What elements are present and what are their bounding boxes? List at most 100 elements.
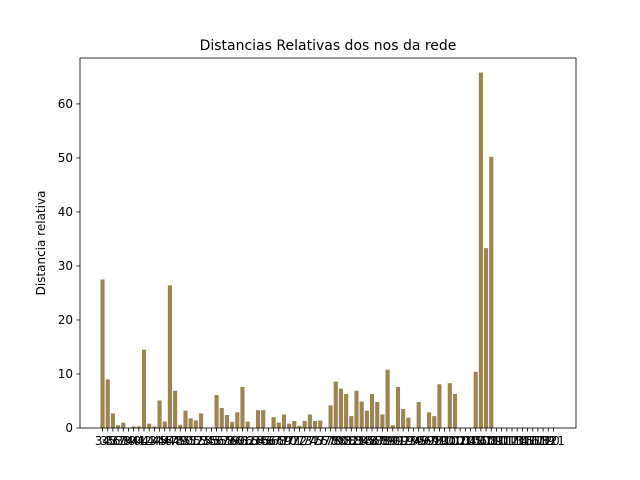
x-tick-label: 44 xyxy=(147,434,162,448)
x-tick-label: 46 xyxy=(157,434,172,448)
bar-47 xyxy=(167,285,172,428)
x-tick-label: 53 xyxy=(193,434,208,448)
x-tick-label: 94 xyxy=(406,434,421,448)
x-tick-label: 113 xyxy=(501,434,524,448)
bar-99 xyxy=(437,384,442,428)
x-tick-label: 99 xyxy=(432,434,447,448)
bar-67 xyxy=(271,417,276,428)
bar-91 xyxy=(395,386,401,428)
x-tick-label: 61 xyxy=(235,434,250,448)
plot-frame xyxy=(79,57,577,429)
bar-93 xyxy=(406,417,411,428)
x-tick-label: 92 xyxy=(396,434,411,448)
bar-85 xyxy=(364,410,369,428)
bar-101 xyxy=(447,383,452,428)
bar-41 xyxy=(136,426,141,428)
x-tick-label: 67 xyxy=(266,434,281,448)
y-tick-label: 30 xyxy=(58,259,73,273)
x-tick-label: 74 xyxy=(302,434,317,448)
bar-73 xyxy=(302,420,307,428)
x-tick-label: 116 xyxy=(516,434,539,448)
x-tick-label: 52 xyxy=(188,434,203,448)
x-tick-label: 45 xyxy=(152,434,167,448)
x-tick-label: 84 xyxy=(354,434,369,448)
x-tick-label: 38 xyxy=(116,434,131,448)
x-tick-label: 90 xyxy=(385,434,400,448)
x-tick-label: 62 xyxy=(240,434,255,448)
bar-83 xyxy=(354,390,359,428)
bar-98 xyxy=(432,416,437,428)
x-tick-label: 75 xyxy=(307,434,322,448)
bar-86 xyxy=(369,393,375,428)
x-axis: 3435363738394041424344454647484950515253… xyxy=(95,428,565,448)
x-tick-label: 47 xyxy=(162,434,177,448)
x-tick-label: 34 xyxy=(95,434,110,448)
x-tick-label: 86 xyxy=(364,434,379,448)
bar-97 xyxy=(426,412,432,428)
bar-51 xyxy=(188,418,193,428)
bar-57 xyxy=(219,408,224,428)
x-tick-label: 104 xyxy=(454,434,477,448)
x-tick-label: 83 xyxy=(349,434,364,448)
x-tick-label: 64 xyxy=(250,434,265,448)
x-tick-label: 77 xyxy=(318,434,333,448)
x-tick-label: 40 xyxy=(126,434,141,448)
bar-84 xyxy=(359,401,364,428)
bar-37 xyxy=(116,425,121,428)
bar-107 xyxy=(478,72,483,428)
bar-53 xyxy=(198,413,204,428)
x-tick-label: 82 xyxy=(344,434,359,448)
bar-44 xyxy=(152,426,157,428)
y-tick-label: 60 xyxy=(58,97,73,111)
x-tick-label: 95 xyxy=(411,434,426,448)
x-tick-label: 51 xyxy=(183,434,198,448)
bar-58 xyxy=(224,415,230,428)
x-tick-label: 80 xyxy=(333,434,348,448)
bar-89 xyxy=(385,369,390,428)
bar-50 xyxy=(183,410,188,428)
bar-80 xyxy=(338,388,344,428)
x-tick-label: 35 xyxy=(100,434,115,448)
bar-36 xyxy=(110,413,115,428)
x-tick-label: 60 xyxy=(230,434,245,448)
bar-106 xyxy=(473,371,478,428)
x-tick-label: 105 xyxy=(459,434,482,448)
x-tick-label: 114 xyxy=(506,434,529,448)
x-tick-label: 108 xyxy=(475,434,498,448)
x-tick-label: 93 xyxy=(401,434,416,448)
bar-68 xyxy=(276,422,281,428)
x-tick-label: 98 xyxy=(427,434,442,448)
x-tick-label: 71 xyxy=(287,434,302,448)
bar-87 xyxy=(375,402,380,428)
y-axis-label: Distancia relativa xyxy=(34,191,48,296)
x-tick-label: 100 xyxy=(433,434,456,448)
x-tick-label: 54 xyxy=(199,434,214,448)
x-tick-label: 119 xyxy=(532,434,555,448)
bar-40 xyxy=(131,426,136,428)
x-tick-label: 39 xyxy=(121,434,136,448)
bar-52 xyxy=(193,420,198,428)
bar-48 xyxy=(173,390,178,428)
bar-108 xyxy=(484,248,489,428)
chart-title: Distancias Relativas dos nos da rede xyxy=(200,38,457,54)
y-tick-label: 10 xyxy=(58,367,73,381)
x-tick-label: 68 xyxy=(271,434,286,448)
bar-64 xyxy=(255,410,261,428)
x-tick-label: 109 xyxy=(480,434,503,448)
x-tick-label: 70 xyxy=(281,434,296,448)
x-tick-label: 58 xyxy=(219,434,234,448)
bar-75 xyxy=(312,420,318,428)
bar-46 xyxy=(162,421,167,428)
x-tick-label: 76 xyxy=(313,434,328,448)
bar-95 xyxy=(416,402,421,428)
x-tick-label: 72 xyxy=(292,434,307,448)
x-tick-label: 103 xyxy=(449,434,472,448)
x-tick-label: 97 xyxy=(421,434,436,448)
bar-35 xyxy=(105,379,110,428)
x-tick-label: 96 xyxy=(416,434,431,448)
bar-78 xyxy=(328,405,333,428)
x-tick-label: 88 xyxy=(375,434,390,448)
x-tick-label: 63 xyxy=(245,434,260,448)
